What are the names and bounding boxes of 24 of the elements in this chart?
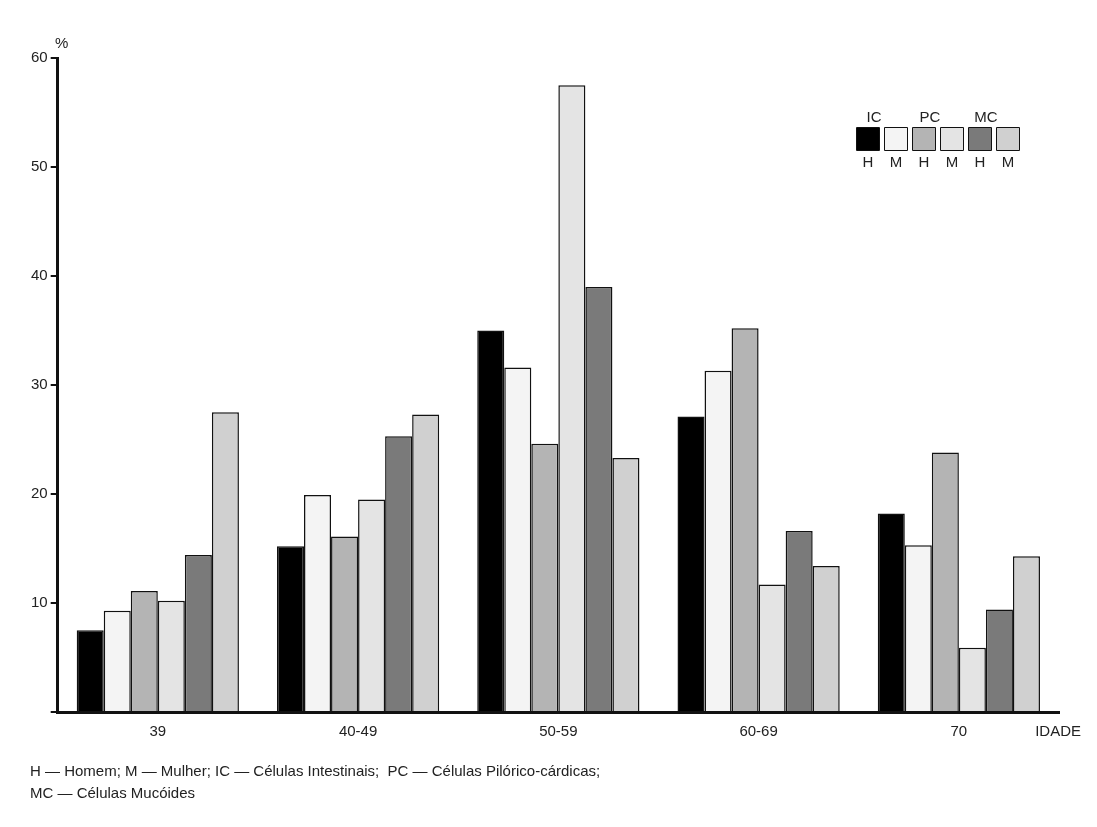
annotation: IC — [866, 107, 882, 125]
y-tick-label: 20 — [31, 484, 48, 502]
x-tick-label: 40-49 — [338, 722, 378, 740]
x-tick-label: 70 — [950, 722, 968, 740]
x-tick-label: 39 — [149, 722, 167, 740]
y-tick-label: 30 — [31, 375, 48, 393]
legend-label: M — [1001, 152, 1015, 170]
y-tick-label: 50 — [31, 157, 48, 175]
text: MC — Células Mucóides — [30, 783, 196, 801]
legend-label: H — [918, 152, 930, 170]
y-axis-title: % — [55, 34, 69, 51]
annotation: MC — [974, 107, 998, 125]
y-tick-label: 60 — [31, 48, 48, 66]
y-tick-label: 10 — [31, 593, 48, 611]
x-tick-label: 50-59 — [539, 722, 578, 740]
legend-label: M — [889, 152, 903, 170]
y-tick-label: 40 — [31, 266, 48, 284]
legend-label: H — [974, 152, 986, 170]
legend-label: M — [945, 152, 959, 170]
x-tick-label: 60-69 — [739, 722, 778, 740]
x-axis-title: IDADE — [1035, 721, 1081, 739]
annotation: PC — [919, 107, 941, 125]
legend-label: H — [862, 152, 874, 170]
text: H — Homem; M — Mulher; IC — Células Intestinais; PC — Células Pilórico-cárdicas; — [30, 761, 601, 779]
